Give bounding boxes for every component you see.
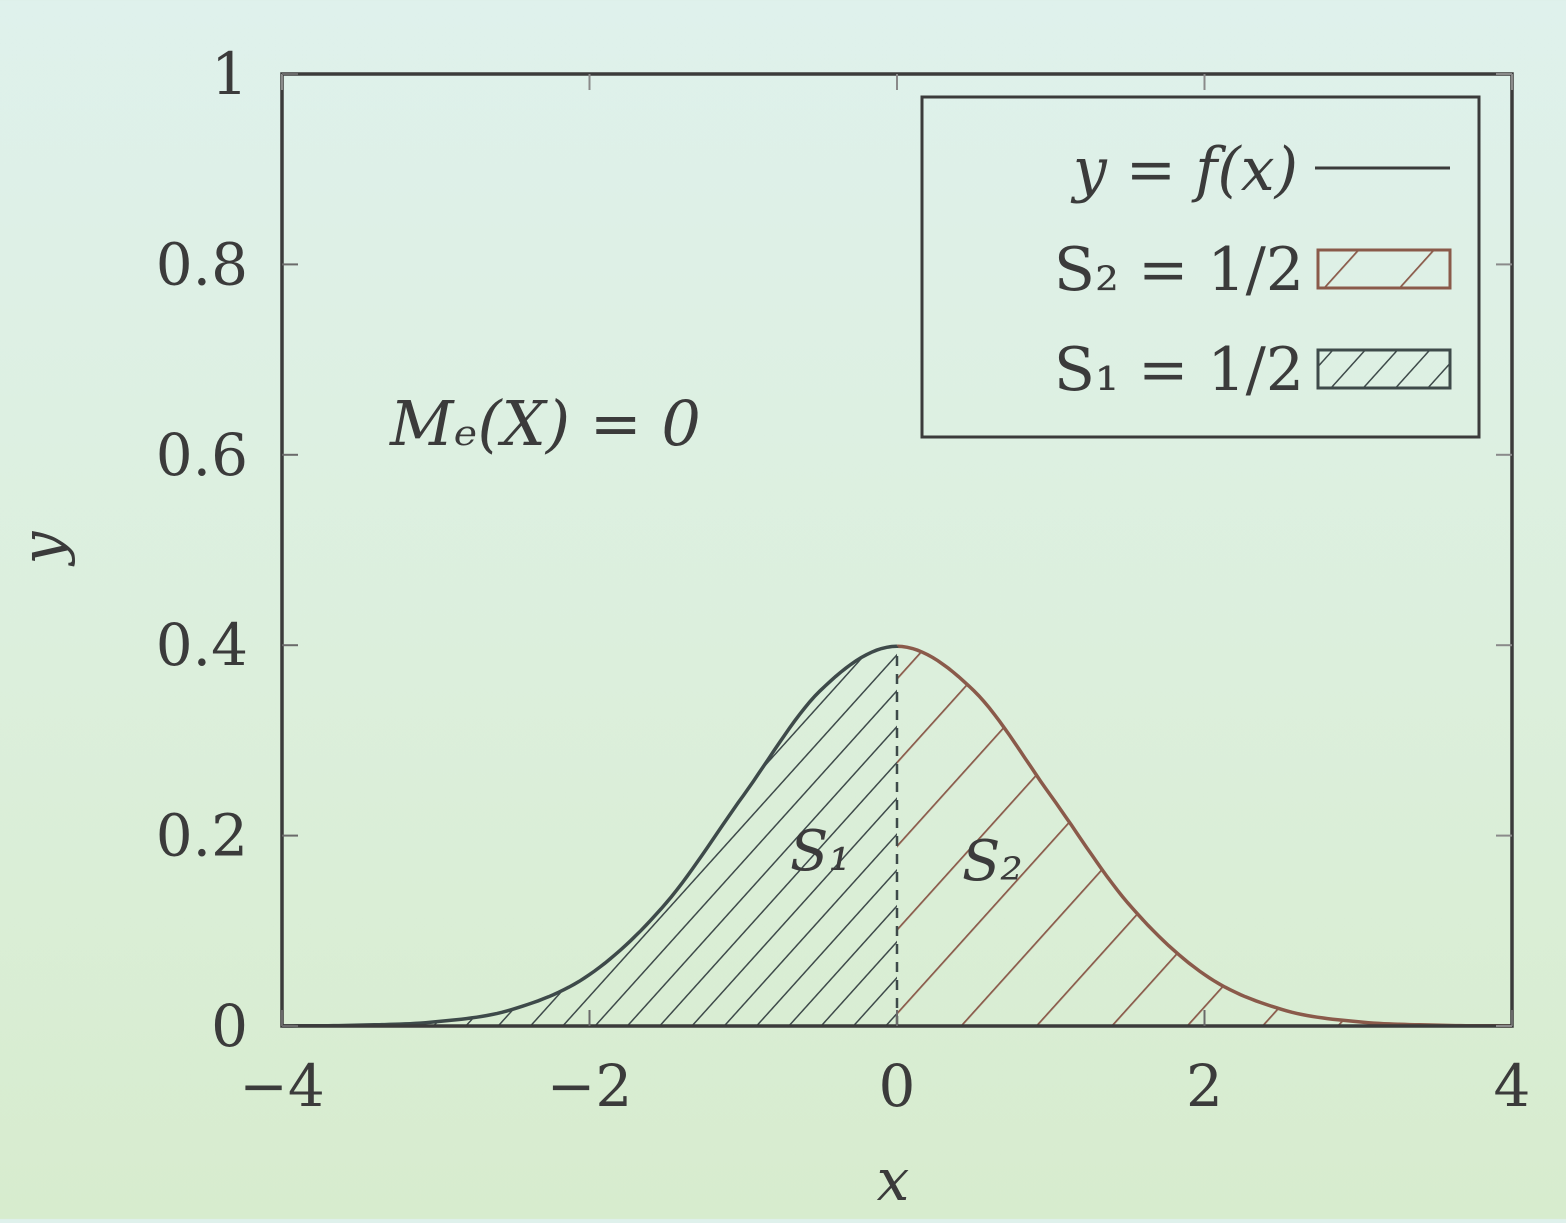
legend: y = f(x) S₂ = 1/2 S₁ = 1/2 — [920, 95, 1481, 439]
x-axis-label: x — [877, 1146, 910, 1214]
y-tick-label: 0.8 — [156, 230, 248, 298]
axis-ticks: −4 −2 0 2 4 0 0.2 0.4 0.6 0.8 1 — [156, 40, 1531, 1120]
legend-swatch-s1 — [1316, 348, 1452, 390]
x-tick-label: −4 — [239, 1052, 325, 1120]
x-tick-label: 0 — [879, 1052, 916, 1120]
x-tick-label: 4 — [1494, 1052, 1531, 1120]
y-tick-label: 0.6 — [156, 421, 248, 489]
region-label-s1: S₁ — [790, 819, 851, 884]
y-tick-label: 0 — [211, 992, 248, 1060]
y-tick-label: 1 — [211, 40, 248, 108]
region-label-s2: S₂ — [962, 829, 1023, 894]
x-tick-label: 2 — [1186, 1052, 1223, 1120]
median-annotation: Mₑ(X) = 0 — [389, 387, 701, 460]
shaded-areas — [282, 646, 1512, 1026]
x-tick-label: −2 — [547, 1052, 633, 1120]
legend-frame — [920, 95, 1481, 439]
legend-label-s1: S₁ = 1/2 — [1054, 335, 1304, 405]
y-tick-label: 0.2 — [156, 802, 248, 870]
y-axis-label: y — [8, 530, 76, 567]
area-s1 — [282, 646, 897, 1026]
area-s2 — [897, 646, 1512, 1026]
legend-label-s2: S₂ = 1/2 — [1054, 235, 1304, 305]
y-tick-label: 0.4 — [156, 611, 248, 679]
legend-label-curve: y = f(x) — [1070, 135, 1298, 205]
legend-swatch-s2 — [1316, 248, 1452, 290]
